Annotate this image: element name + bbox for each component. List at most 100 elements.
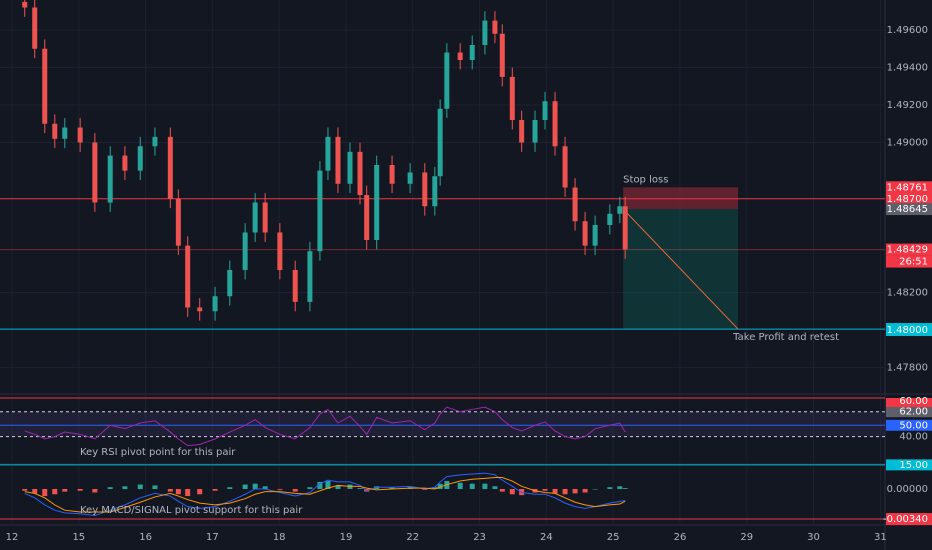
x-tick-label: 31 bbox=[874, 532, 887, 543]
macd-histogram-bar bbox=[42, 488, 48, 497]
macd-histogram-bar bbox=[175, 488, 181, 495]
macd-histogram-bar bbox=[325, 481, 331, 489]
candle-body bbox=[212, 296, 218, 312]
rsi-level-label: 50.00 bbox=[899, 420, 928, 431]
x-tick-label: 12 bbox=[6, 532, 19, 543]
price-tag bbox=[886, 243, 932, 256]
candle-body bbox=[307, 251, 313, 302]
rsi-level-tag bbox=[886, 419, 932, 431]
macd-histogram-bar bbox=[582, 488, 588, 493]
macd-line bbox=[24, 472, 626, 516]
x-tick-label: 26 bbox=[674, 532, 687, 543]
candle-body bbox=[292, 270, 298, 302]
macd-tag bbox=[886, 513, 932, 526]
price-tag bbox=[886, 324, 932, 336]
macd-histogram-bar bbox=[572, 488, 578, 494]
rsi-level-label: 40.00 bbox=[899, 432, 928, 443]
candle-body bbox=[52, 123, 58, 139]
stop-zone bbox=[623, 187, 739, 210]
candle-body bbox=[347, 151, 353, 184]
candle-body bbox=[617, 206, 623, 214]
macd-histogram-bar bbox=[617, 486, 623, 489]
candle-body bbox=[42, 48, 48, 124]
macd-histogram-bar bbox=[52, 488, 58, 495]
macd-histogram-bar bbox=[509, 488, 515, 495]
candle-body bbox=[335, 136, 341, 184]
candle-body bbox=[185, 245, 191, 308]
macd-histogram-bar bbox=[185, 488, 191, 497]
price-tag-label: 1.48000 bbox=[887, 325, 928, 336]
candle-body bbox=[137, 146, 143, 171]
candle-body bbox=[77, 127, 83, 143]
candle-body bbox=[175, 198, 181, 246]
macd-histogram-bar bbox=[432, 487, 438, 489]
macd-histogram-bar bbox=[469, 483, 475, 489]
price-tag-label: 1.48761 bbox=[887, 182, 928, 193]
x-tick-label: 19 bbox=[340, 532, 353, 543]
rsi-line bbox=[24, 406, 626, 447]
macd-histogram-bar bbox=[137, 484, 143, 489]
candle-body bbox=[622, 206, 628, 250]
x-tick-label: 15 bbox=[72, 532, 85, 543]
candle-body bbox=[374, 165, 380, 240]
axes: 12 15 16 17 18 19 22 23 24 25 26 29 30 31 1.49600 1.494… bbox=[6, 25, 932, 543]
macd-histogram-bar bbox=[107, 487, 113, 489]
candle-body bbox=[325, 136, 331, 171]
rsi-note: Key RSI pivot point for this pair bbox=[80, 447, 236, 458]
macd-histogram-bar bbox=[437, 483, 443, 489]
rsi-level-label: 15.00 bbox=[899, 460, 928, 471]
macd-histogram-bar bbox=[122, 486, 128, 489]
candle-body bbox=[482, 20, 488, 45]
rsi-level-tag bbox=[886, 406, 932, 418]
macd-histogram-bar bbox=[607, 487, 613, 489]
macd-histogram-bar bbox=[62, 488, 68, 492]
y-tick-label: 1.49000 bbox=[887, 138, 928, 149]
macd-pane bbox=[0, 472, 885, 520]
macd-histogram-bar bbox=[22, 488, 28, 491]
macd-histogram-bar bbox=[252, 483, 258, 489]
candle-body bbox=[469, 45, 475, 60]
candle-body bbox=[92, 142, 98, 203]
price-tag bbox=[886, 181, 932, 194]
candle-body bbox=[364, 195, 370, 240]
macd-histogram-bar bbox=[32, 488, 38, 494]
macd-histogram-bar bbox=[212, 488, 218, 491]
x-tick-label: 24 bbox=[540, 532, 553, 543]
candle-body bbox=[32, 7, 38, 49]
candle-body bbox=[499, 33, 505, 77]
candle-body bbox=[562, 146, 568, 188]
macd-histogram-bar bbox=[307, 487, 313, 489]
candle-body bbox=[552, 101, 558, 147]
y-tick-label: 1.49200 bbox=[887, 100, 928, 111]
price-tag-label: 1.48645 bbox=[887, 204, 928, 215]
candle-body bbox=[22, 1, 28, 8]
macd-histogram-bar bbox=[227, 487, 233, 489]
x-tick-label: 16 bbox=[139, 532, 152, 543]
candle-body bbox=[519, 120, 525, 143]
macd-histogram-bar bbox=[357, 488, 363, 489]
rsi-band bbox=[0, 411, 885, 437]
candle-body bbox=[317, 170, 323, 252]
macd-tick-label: 0.00000 bbox=[887, 484, 928, 495]
macd-histogram-bar bbox=[167, 488, 173, 492]
rsi-pane bbox=[0, 397, 885, 466]
candle-body bbox=[432, 176, 438, 207]
macd-histogram-bar bbox=[552, 488, 558, 494]
rsi-top-label: 60.00 bbox=[899, 396, 928, 407]
x-tick-label: 25 bbox=[607, 532, 620, 543]
x-tick-label: 17 bbox=[206, 532, 219, 543]
price-tag bbox=[886, 192, 932, 205]
candle-body bbox=[122, 155, 128, 171]
candle-body bbox=[62, 127, 68, 139]
candle-body bbox=[532, 120, 538, 143]
rsi-level-label: 62.00 bbox=[899, 407, 928, 418]
y-tick-label: 1.48200 bbox=[887, 288, 928, 299]
candle-body bbox=[167, 136, 173, 199]
macd-histogram-bar bbox=[197, 488, 203, 495]
signal-line bbox=[24, 476, 626, 513]
macd-note: Key MACD/SIGNAL pivot support for this p… bbox=[80, 505, 303, 516]
candle-body bbox=[227, 270, 233, 297]
countdown-tag bbox=[886, 255, 932, 268]
macd-tick-label: -0.00340 bbox=[883, 514, 928, 525]
candle-body bbox=[444, 52, 450, 109]
